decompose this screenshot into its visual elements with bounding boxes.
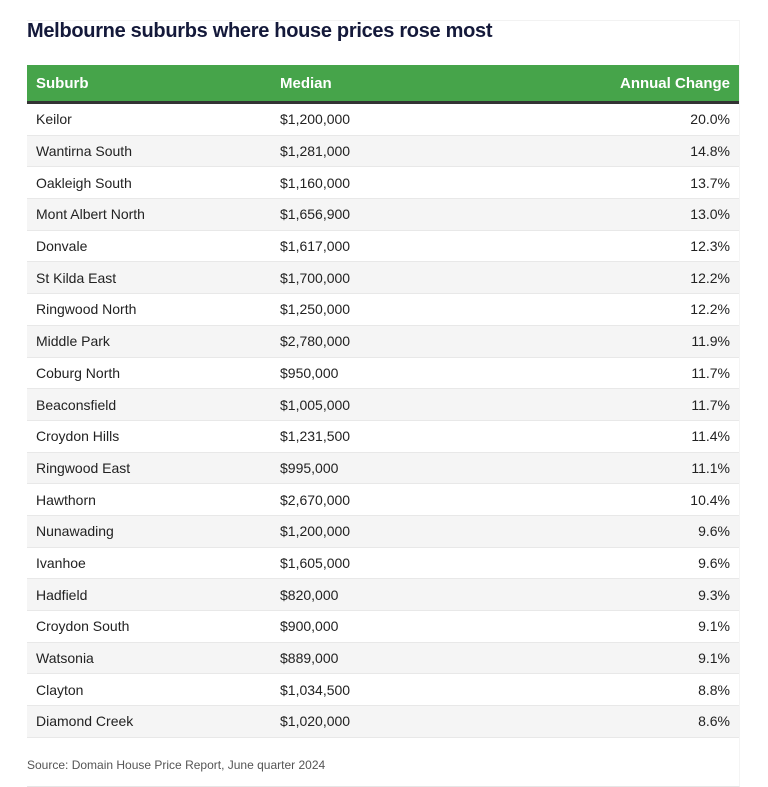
table-row: St Kilda East $1,700,000 12.2% xyxy=(27,261,739,295)
median-cell: $1,034,500 xyxy=(271,673,462,707)
table-row: Wantirna South $1,281,000 14.8% xyxy=(27,135,739,168)
table-row: Middle Park $2,780,000 11.9% xyxy=(27,325,739,358)
suburb-cell: Clayton xyxy=(27,673,271,707)
median-cell: $1,200,000 xyxy=(271,515,462,548)
suburb-cell: Middle Park xyxy=(27,325,271,358)
suburb-cell: Beaconsfield xyxy=(27,388,271,421)
suburb-cell: Donvale xyxy=(27,230,271,263)
table-header-row: Suburb Median Annual Change xyxy=(27,65,739,104)
annual-change-cell: 10.4% xyxy=(461,483,739,516)
annual-change-cell: 9.6% xyxy=(461,515,739,548)
median-cell: $1,005,000 xyxy=(271,388,462,421)
table-row: Ivanhoe $1,605,000 9.6% xyxy=(27,547,739,580)
annual-change-cell: 9.1% xyxy=(461,610,739,643)
table-row: Croydon South $900,000 9.1% xyxy=(27,610,739,643)
suburb-cell: Oakleigh South xyxy=(27,166,271,200)
annual-change-cell: 11.4% xyxy=(461,420,739,453)
median-cell: $1,605,000 xyxy=(271,547,462,580)
annual-change-cell: 8.8% xyxy=(461,673,739,707)
annual-change-cell: 9.1% xyxy=(461,642,739,675)
annual-change-cell: 13.0% xyxy=(461,198,739,231)
suburb-cell: Hawthorn xyxy=(27,483,271,516)
column-header-suburb: Suburb xyxy=(27,65,271,104)
annual-change-cell: 12.3% xyxy=(461,230,739,263)
median-cell: $995,000 xyxy=(271,452,462,485)
median-cell: $1,231,500 xyxy=(271,420,462,453)
median-cell: $820,000 xyxy=(271,578,462,611)
median-cell: $1,700,000 xyxy=(271,261,462,295)
annual-change-cell: 9.3% xyxy=(461,578,739,611)
table-row: Diamond Creek $1,020,000 8.6% xyxy=(27,705,739,738)
suburb-cell: Croydon South xyxy=(27,610,271,643)
suburb-cell: Nunawading xyxy=(27,515,271,548)
table-row: Oakleigh South $1,160,000 13.7% xyxy=(27,166,739,200)
suburb-cell: Diamond Creek xyxy=(27,705,271,738)
annual-change-cell: 13.7% xyxy=(461,166,739,200)
table-row: Keilor $1,200,000 20.0% xyxy=(27,102,739,136)
median-cell: $1,160,000 xyxy=(271,166,462,200)
suburb-cell: Wantirna South xyxy=(27,135,271,168)
median-cell: $1,020,000 xyxy=(271,705,462,738)
table-row: Hadfield $820,000 9.3% xyxy=(27,578,739,611)
annual-change-cell: 11.7% xyxy=(461,388,739,421)
median-cell: $1,200,000 xyxy=(271,102,462,136)
table-row: Donvale $1,617,000 12.3% xyxy=(27,230,739,263)
suburb-cell: Hadfield xyxy=(27,578,271,611)
median-cell: $2,670,000 xyxy=(271,483,462,516)
suburb-cell: Coburg North xyxy=(27,357,271,390)
table-row: Ringwood East $995,000 11.1% xyxy=(27,452,739,485)
column-header-median: Median xyxy=(271,65,462,104)
median-cell: $900,000 xyxy=(271,610,462,643)
annual-change-cell: 12.2% xyxy=(461,261,739,295)
annual-change-cell: 8.6% xyxy=(461,705,739,738)
median-cell: $1,250,000 xyxy=(271,293,462,326)
annual-change-cell: 20.0% xyxy=(461,102,739,136)
median-cell: $2,780,000 xyxy=(271,325,462,358)
table-row: Ringwood North $1,250,000 12.2% xyxy=(27,293,739,326)
suburb-price-table: Suburb Median Annual Change Keilor $1,200… xyxy=(27,65,739,738)
table-row: Coburg North $950,000 11.7% xyxy=(27,357,739,390)
annual-change-cell: 11.9% xyxy=(461,325,739,358)
suburb-cell: Keilor xyxy=(27,102,271,136)
suburb-cell: St Kilda East xyxy=(27,261,271,295)
column-header-annual-change: Annual Change xyxy=(461,65,739,104)
table-row: Hawthorn $2,670,000 10.4% xyxy=(27,483,739,516)
table-row: Nunawading $1,200,000 9.6% xyxy=(27,515,739,548)
table-row: Croydon Hills $1,231,500 11.4% xyxy=(27,420,739,453)
annual-change-cell: 11.7% xyxy=(461,357,739,390)
table-row: Mont Albert North $1,656,900 13.0% xyxy=(27,198,739,231)
suburb-cell: Croydon Hills xyxy=(27,420,271,453)
source-note: Source: Domain House Price Report, June … xyxy=(27,758,326,772)
page-title: Melbourne suburbs where house prices ros… xyxy=(27,20,493,42)
table-row: Clayton $1,034,500 8.8% xyxy=(27,673,739,707)
suburb-cell: Watsonia xyxy=(27,642,271,675)
annual-change-cell: 11.1% xyxy=(461,452,739,485)
annual-change-cell: 12.2% xyxy=(461,293,739,326)
median-cell: $1,656,900 xyxy=(271,198,462,231)
median-cell: $1,617,000 xyxy=(271,230,462,263)
suburb-cell: Ringwood North xyxy=(27,293,271,326)
median-cell: $950,000 xyxy=(271,357,462,390)
suburb-cell: Ringwood East xyxy=(27,452,271,485)
annual-change-cell: 9.6% xyxy=(461,547,739,580)
median-cell: $1,281,000 xyxy=(271,135,462,168)
annual-change-cell: 14.8% xyxy=(461,135,739,168)
suburb-cell: Ivanhoe xyxy=(27,547,271,580)
median-cell: $889,000 xyxy=(271,642,462,675)
suburb-cell: Mont Albert North xyxy=(27,198,271,231)
table-row: Beaconsfield $1,005,000 11.7% xyxy=(27,388,739,421)
table-row: Watsonia $889,000 9.1% xyxy=(27,642,739,675)
